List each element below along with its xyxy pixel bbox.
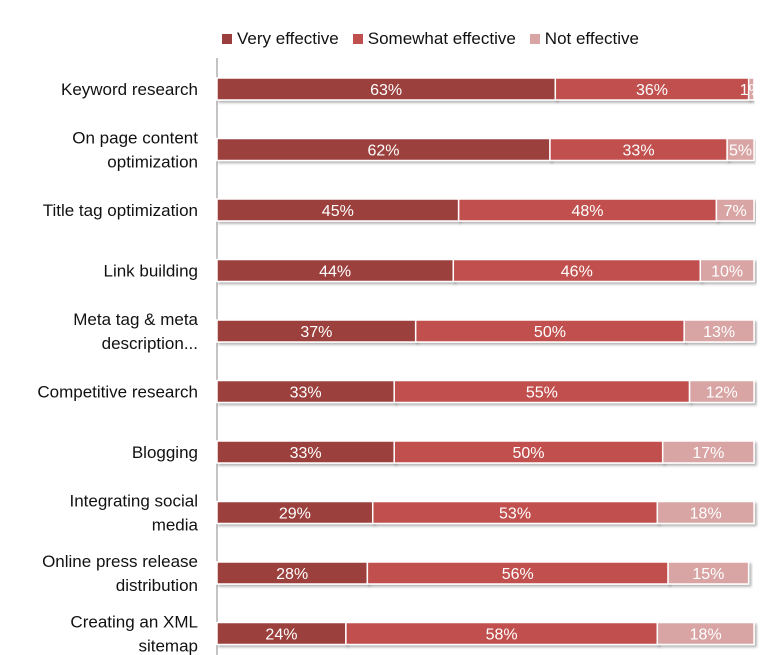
bar-segment <box>688 379 755 404</box>
bar-segment <box>656 621 755 646</box>
data-label: 5% <box>729 143 752 160</box>
data-label: 58% <box>486 627 518 644</box>
category-label: Link building <box>103 262 198 281</box>
data-label: 56% <box>502 566 534 583</box>
bar-segment <box>667 561 750 585</box>
data-label: 46% <box>561 264 593 281</box>
data-label: 12% <box>706 385 738 402</box>
legend-swatch <box>222 34 232 44</box>
data-label: 15% <box>692 566 724 583</box>
category-label: Title tag optimization <box>43 201 198 220</box>
data-label: 13% <box>703 324 735 341</box>
category-label: On page content optimization <box>72 129 198 172</box>
bar-segment <box>661 440 755 464</box>
data-label: 62% <box>367 143 399 160</box>
data-label: 7% <box>724 203 747 220</box>
data-label: 55% <box>526 385 558 402</box>
data-label: 29% <box>279 506 311 523</box>
legend: Very effective Somewhat effective Not ef… <box>222 29 639 49</box>
data-label: 45% <box>322 203 354 220</box>
data-label: 48% <box>572 203 604 220</box>
data-label: 36% <box>636 82 668 99</box>
legend-label: Very effective <box>237 29 339 48</box>
category-label: Integrating social media <box>69 492 198 535</box>
data-label: 50% <box>512 445 544 462</box>
data-label: 10% <box>711 264 743 281</box>
category-label: Online press release distribution <box>42 552 198 595</box>
bar-segment <box>656 500 755 525</box>
data-label: 53% <box>499 506 531 523</box>
data-label: 50% <box>534 324 566 341</box>
bar-segment <box>747 77 755 101</box>
data-label: 28% <box>276 566 308 583</box>
data-label: 33% <box>290 385 322 402</box>
category-label: Meta tag & meta description... <box>73 310 198 353</box>
data-label: 1% <box>740 82 763 99</box>
data-label: 17% <box>692 445 724 462</box>
legend-label: Somewhat effective <box>367 29 516 48</box>
legend-item-not-effective: Not effective <box>529 29 639 49</box>
legend-label: Not effective <box>544 29 639 48</box>
bar-segment <box>715 198 755 222</box>
data-label: 37% <box>300 324 332 341</box>
legend-swatch <box>529 34 540 44</box>
data-label: 44% <box>319 264 351 281</box>
legend-swatch <box>352 34 363 44</box>
bar-segment <box>699 258 755 283</box>
category-label: Creating an XML sitemap <box>70 613 198 655</box>
category-label: Competitive research <box>37 383 198 402</box>
bar-segment <box>683 319 755 343</box>
legend-item-somewhat-effective: Somewhat effective <box>352 29 516 49</box>
category-label: Keyword research <box>61 80 198 99</box>
data-label: 63% <box>370 82 402 99</box>
data-label: 33% <box>290 445 322 462</box>
category-label: Blogging <box>132 443 198 462</box>
legend-item-very-effective: Very effective <box>222 29 339 49</box>
data-label: 18% <box>690 627 722 644</box>
data-label: 33% <box>623 143 655 160</box>
data-label: 24% <box>265 627 297 644</box>
data-label: 18% <box>690 506 722 523</box>
bar-segment <box>726 137 755 162</box>
